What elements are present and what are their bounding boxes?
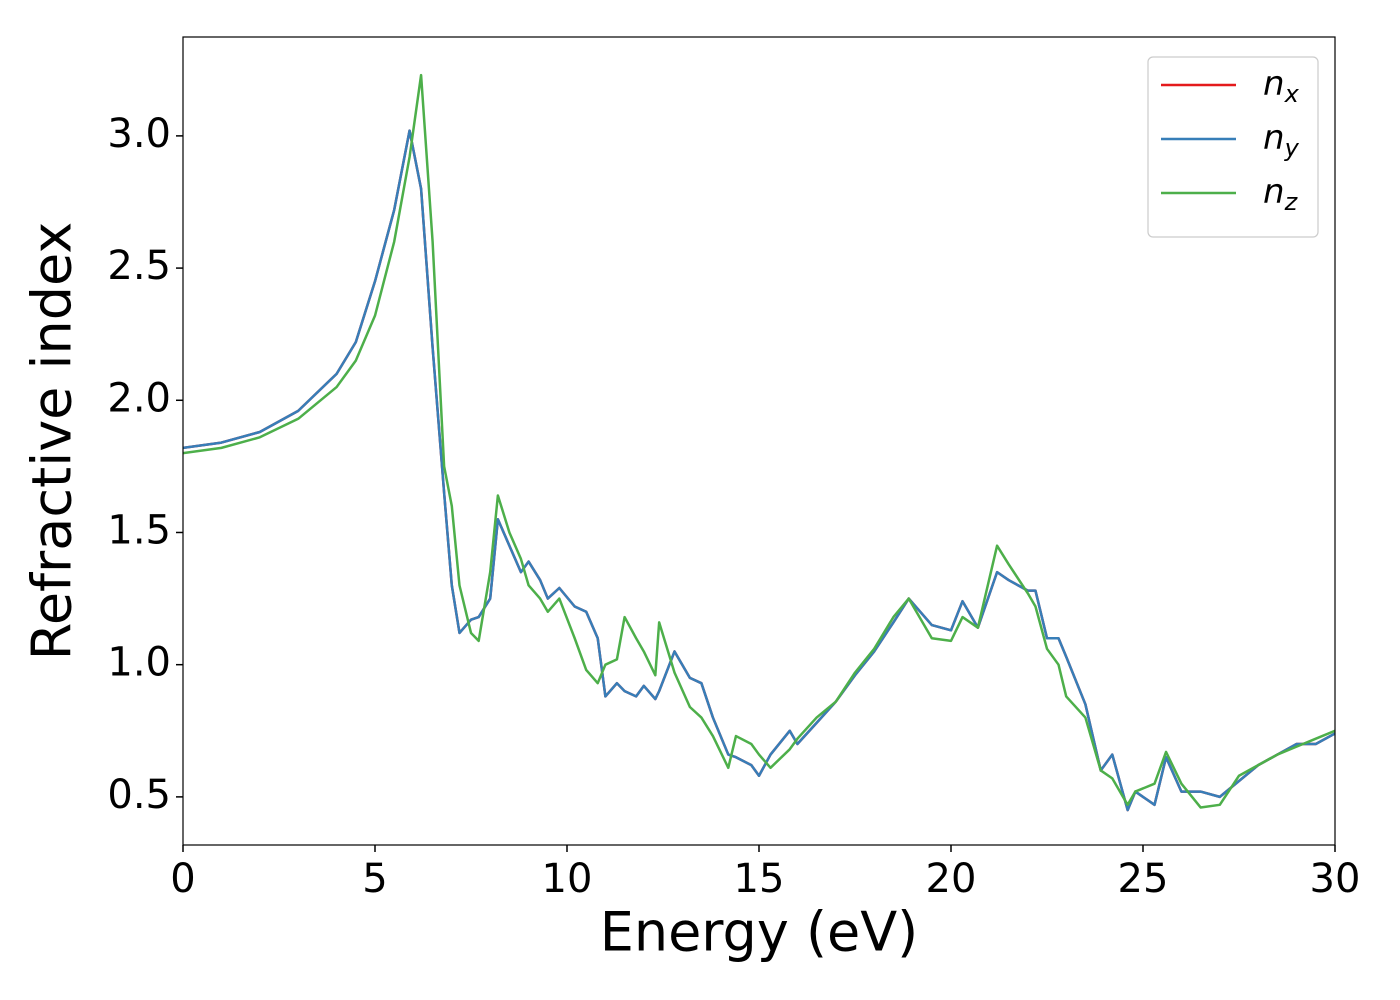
y-tick-label: 2.5 <box>107 243 171 289</box>
axes-frame <box>182 36 1336 846</box>
plot-area <box>183 73 1335 812</box>
y-tick-label: 0.5 <box>107 772 171 818</box>
x-tick-label: 15 <box>734 856 785 902</box>
legend-label: nz <box>1263 172 1299 217</box>
legend-label: nx <box>1263 64 1300 109</box>
x-tick-label: 20 <box>926 856 977 902</box>
x-tick-label: 25 <box>1118 856 1169 902</box>
legend-label: ny <box>1263 118 1300 163</box>
x-tick-label: 5 <box>362 856 387 902</box>
y-tick-label: 3.0 <box>107 111 171 157</box>
y-axis-label: Refractive index <box>21 222 84 661</box>
x-tick-label: 10 <box>542 856 593 902</box>
x-tick-label: 30 <box>1310 856 1361 902</box>
x-tick-label: 0 <box>170 856 195 902</box>
y-tick-label: 1.0 <box>107 640 171 686</box>
data-line <box>183 73 1335 809</box>
x-axis-label: Energy (eV) <box>600 901 919 964</box>
y-tick-label: 1.5 <box>107 507 171 553</box>
y-tick-label: 2.0 <box>107 375 171 421</box>
